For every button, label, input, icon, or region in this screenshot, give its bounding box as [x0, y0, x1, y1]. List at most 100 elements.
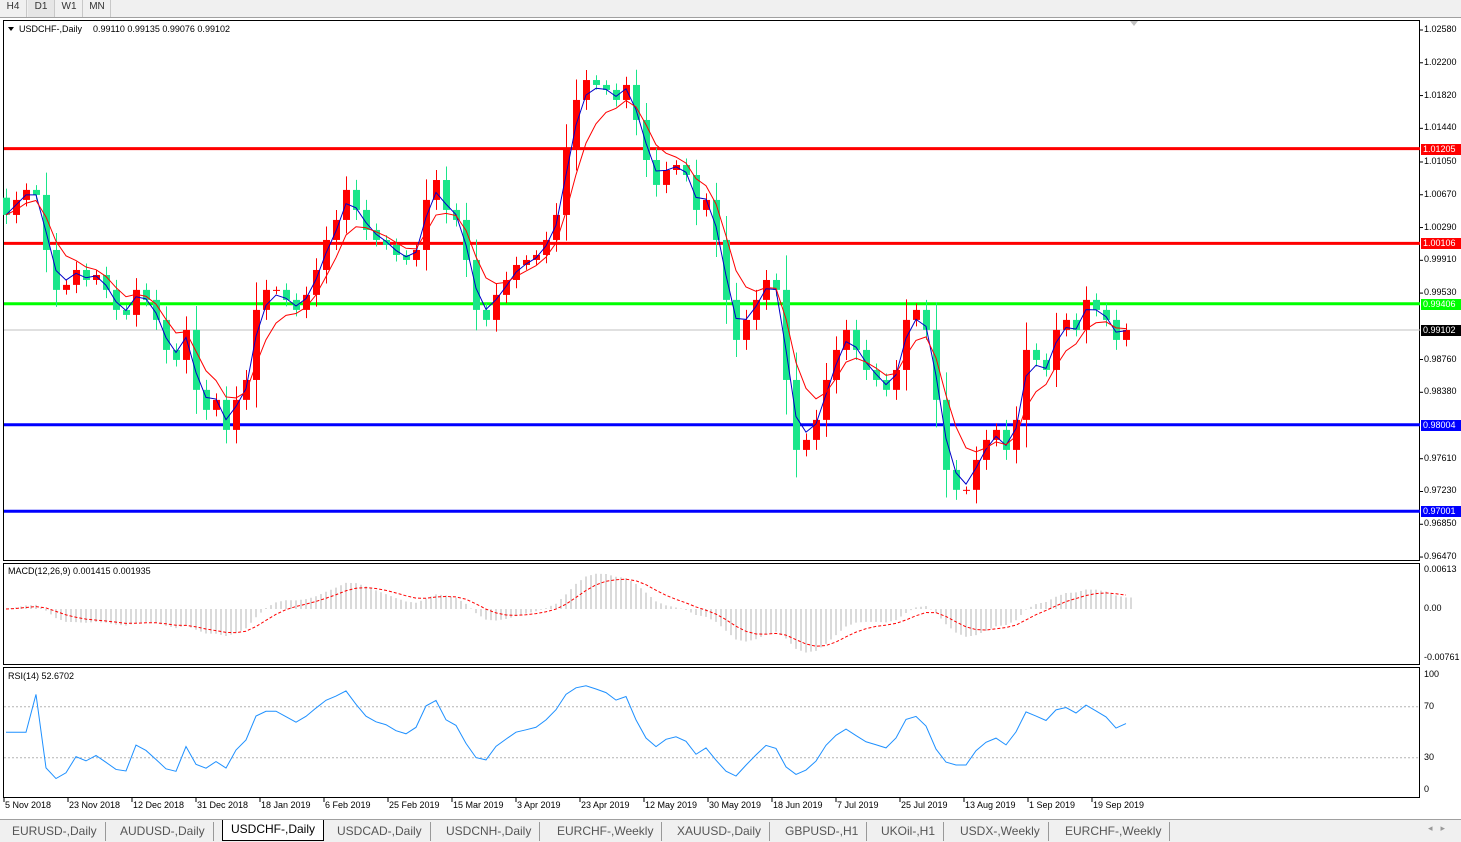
candle-body	[153, 299, 160, 320]
candle-body	[943, 399, 950, 470]
level-price-badge: 0.97001	[1421, 506, 1461, 518]
rsi-pane-frame	[3, 667, 1420, 798]
timeframe-h4[interactable]: H4	[0, 0, 27, 17]
candle-body	[993, 429, 1000, 440]
timeframe-w1[interactable]: W1	[56, 0, 83, 17]
chart-tab[interactable]: GBPUSD-,H1	[777, 822, 868, 841]
ohlc-readout: 0.99110 0.99135 0.99076 0.99102	[93, 24, 230, 34]
candle-body	[33, 189, 40, 195]
rsi-line	[6, 685, 1127, 780]
chart-tab[interactable]: XAUUSD-,Daily	[669, 822, 771, 841]
ma-fast-line	[5, 87, 1127, 485]
tab-scroll[interactable]: ◂▸	[1428, 823, 1453, 834]
price-tick: 0.97230	[1424, 485, 1457, 496]
candle-body	[763, 279, 770, 300]
candle-body	[833, 349, 840, 380]
price-tick: 1.01050	[1424, 155, 1457, 166]
candle-body	[343, 189, 350, 220]
chart-tab[interactable]: EURCHF-,Weekly	[549, 822, 663, 841]
candle-body	[883, 379, 890, 390]
candle-body	[433, 180, 440, 200]
candle-body	[93, 274, 100, 280]
chart-tab[interactable]: UKOil-,H1	[873, 822, 945, 841]
price-tick: 0.98380	[1424, 386, 1457, 397]
candle-body	[403, 254, 410, 260]
candle-body	[413, 249, 420, 260]
candle-body	[493, 294, 500, 320]
level-price-badge: 0.98004	[1421, 419, 1461, 431]
chart-tab[interactable]: EURCHF-,Weekly	[1057, 822, 1171, 841]
rsi-tick: 70	[1424, 700, 1435, 711]
candle-body	[963, 489, 970, 491]
chart-tab[interactable]: AUDUSD-,Daily	[112, 822, 214, 841]
timeframe-toolbar: H4 D1 W1 MN	[0, 0, 1461, 18]
date-tick: 31 Dec 2018	[197, 800, 249, 810]
candle-body	[603, 84, 610, 90]
candle-body	[443, 180, 450, 210]
candle-body	[713, 199, 720, 240]
candle-body	[643, 119, 650, 160]
date-tick: 7 Jul 2019	[837, 800, 879, 810]
price-tick: 0.96470	[1424, 551, 1457, 562]
candle-body	[513, 264, 520, 280]
candle-body	[483, 309, 490, 320]
candle-body	[913, 309, 920, 320]
candle-body	[3, 197, 10, 215]
rsi-label: RSI(14) 52.6702	[8, 671, 75, 681]
candle-body	[43, 194, 50, 250]
collapse-triangle-icon[interactable]	[8, 27, 14, 31]
candle-body	[623, 84, 630, 100]
candle-body	[1123, 330, 1130, 340]
candle-body	[113, 289, 120, 310]
chart-tab[interactable]: EURUSD-,Daily	[4, 822, 106, 841]
scroll-left-icon[interactable]: ◂	[1427, 823, 1441, 833]
candle-body	[583, 80, 590, 100]
candle-body	[783, 289, 790, 380]
candle-body	[1083, 299, 1090, 330]
candle-body	[13, 199, 20, 215]
date-tick: 25 Feb 2019	[389, 800, 440, 810]
candle-body	[363, 209, 370, 230]
candle-body	[83, 269, 90, 280]
candle-body	[803, 439, 810, 450]
macd-tick: -0.00761	[1424, 652, 1460, 662]
candle-body	[143, 289, 150, 300]
candle-body	[823, 379, 830, 420]
candle-body	[253, 309, 260, 380]
level-price-badge: 1.01205	[1421, 143, 1461, 155]
candle-body	[303, 294, 310, 310]
price-tick: 0.99910	[1424, 254, 1457, 265]
chart-tab[interactable]: USDCNH-,Daily	[438, 822, 541, 841]
scroll-right-icon[interactable]: ▸	[1440, 823, 1453, 833]
timeframe-mn[interactable]: MN	[84, 0, 111, 17]
candle-body	[1053, 329, 1060, 370]
candle-body	[773, 279, 780, 290]
macd-tick: 0.00	[1424, 603, 1442, 613]
candle-body	[213, 399, 220, 410]
candle-body	[1063, 319, 1070, 330]
candle-body	[593, 80, 600, 85]
candle-body	[313, 269, 320, 295]
candle-body	[973, 459, 980, 490]
candle-body	[73, 269, 80, 285]
rsi-tick: 100	[1424, 669, 1440, 679]
price-tick: 1.00290	[1424, 221, 1457, 232]
candle-body	[473, 259, 480, 310]
chart-shift-icon[interactable]	[1130, 21, 1138, 26]
price-tick: 0.96850	[1424, 518, 1457, 529]
date-tick: 13 Aug 2019	[965, 800, 1016, 810]
candle-body	[293, 299, 300, 310]
price-tick: 1.01820	[1424, 89, 1457, 100]
candle-body	[393, 244, 400, 255]
chart-tab[interactable]: USDCAD-,Daily	[329, 822, 431, 841]
candle-body	[163, 319, 170, 350]
price-tick: 1.02580	[1424, 24, 1457, 34]
date-tick: 18 Jan 2019	[261, 800, 311, 810]
date-tick: 3 Apr 2019	[517, 800, 561, 810]
date-tick: 23 Nov 2018	[69, 800, 121, 810]
chart-tab[interactable]: USDCHF-,Daily	[222, 820, 324, 841]
timeframe-d1[interactable]: D1	[28, 0, 55, 17]
chart-tab[interactable]: USDX-,Weekly	[952, 822, 1049, 841]
candle-body	[463, 219, 470, 260]
